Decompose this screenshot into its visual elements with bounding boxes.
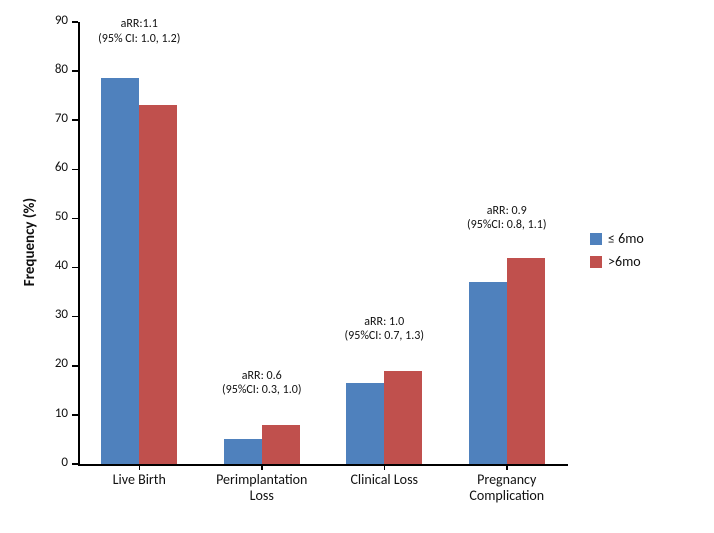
x-tick xyxy=(261,464,263,470)
bar xyxy=(384,371,422,464)
annotation: aRR: 0.9 (95%CI: 0.8, 1.1) xyxy=(440,204,575,233)
x-tick xyxy=(139,464,141,470)
bar xyxy=(262,425,300,464)
bar xyxy=(507,258,545,464)
legend-swatch xyxy=(590,233,602,245)
bar xyxy=(101,78,139,464)
y-tick-label: 70 xyxy=(0,111,68,126)
y-tick-label: 10 xyxy=(0,406,68,421)
x-axis-line xyxy=(78,464,568,466)
y-axis-line xyxy=(78,22,80,464)
x-tick-label: Perimplantation Loss xyxy=(201,472,324,504)
legend-label: >6mo xyxy=(608,253,641,270)
x-tick-label: Pregnancy Complication xyxy=(446,472,569,504)
y-tick-label: 0 xyxy=(0,455,68,470)
y-tick xyxy=(72,267,78,269)
y-tick xyxy=(72,169,78,171)
annotation: aRR: 0.6 (95%CI: 0.3, 1.0) xyxy=(195,369,330,398)
legend-item: ≤ 6mo xyxy=(590,230,644,247)
legend: ≤ 6mo >6mo xyxy=(590,230,644,276)
y-tick xyxy=(72,414,78,416)
x-tick xyxy=(506,464,508,470)
y-tick-label: 90 xyxy=(0,13,68,28)
y-axis-label: Frequency (%) xyxy=(21,172,39,312)
legend-item: >6mo xyxy=(590,253,644,270)
x-tick-label: Clinical Loss xyxy=(323,472,446,488)
y-tick-label: 80 xyxy=(0,62,68,77)
bar xyxy=(346,383,384,464)
y-tick-label: 20 xyxy=(0,356,68,371)
y-tick xyxy=(72,316,78,318)
legend-swatch xyxy=(590,256,602,268)
y-tick xyxy=(72,218,78,220)
legend-label: ≤ 6mo xyxy=(608,230,644,247)
bar xyxy=(224,439,262,464)
y-tick xyxy=(72,119,78,121)
bar xyxy=(139,105,177,464)
bar xyxy=(469,282,507,464)
annotation: aRR: 1.0 (95%CI: 0.7, 1.3) xyxy=(317,315,452,344)
y-tick xyxy=(72,463,78,465)
x-tick-label: Live Birth xyxy=(78,472,201,488)
annotation: aRR:1.1 (95% CI: 1.0, 1.2) xyxy=(72,17,207,46)
y-tick xyxy=(72,365,78,367)
x-tick xyxy=(384,464,386,470)
y-tick xyxy=(72,70,78,72)
